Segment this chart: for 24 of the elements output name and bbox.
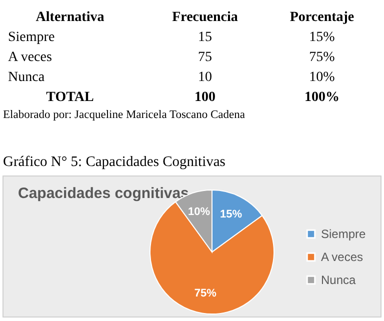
text: 100% xyxy=(304,90,340,105)
text: Siempre xyxy=(8,30,55,45)
text: Frecuencia xyxy=(172,10,238,25)
text: 10 xyxy=(198,70,212,85)
data-label: 75% xyxy=(194,287,217,300)
data-label: 10% xyxy=(188,206,210,218)
text: 100 xyxy=(194,90,216,105)
text: 15 xyxy=(198,30,212,45)
text: 10% xyxy=(309,70,336,85)
legend-label: Siempre xyxy=(321,227,366,241)
text: Porcentaje xyxy=(290,10,354,25)
text: Elaborado por: Jacqueline Maricela Toscano Cadena xyxy=(3,109,245,121)
data-label: 15% xyxy=(220,208,242,221)
text: Alternativa xyxy=(36,10,104,25)
text: 15% xyxy=(309,30,336,45)
text: A veces xyxy=(8,50,52,65)
chart-title: Capacidades cognitivas xyxy=(18,185,189,202)
text: TOTAL xyxy=(46,90,94,105)
legend-label: A veces xyxy=(321,250,364,264)
text: 75% xyxy=(309,50,336,65)
text: Nunca xyxy=(8,70,46,85)
text: Gráfico N° 5: Capacidades Cognitivas xyxy=(3,154,226,170)
legend-label: Nunca xyxy=(321,273,356,287)
text: 75 xyxy=(198,50,212,65)
